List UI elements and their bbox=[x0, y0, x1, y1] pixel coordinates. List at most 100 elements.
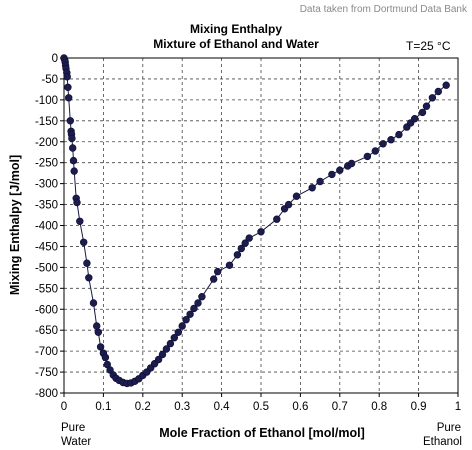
data-point bbox=[418, 108, 427, 117]
data-point bbox=[158, 350, 167, 359]
x-tick-label: 0.6 bbox=[292, 401, 308, 413]
y-tick-label: -750 bbox=[35, 367, 58, 379]
data-point bbox=[237, 244, 246, 253]
data-point bbox=[101, 353, 110, 362]
data-point bbox=[347, 159, 356, 168]
data-point bbox=[85, 274, 93, 282]
y-tick-label: -100 bbox=[35, 95, 58, 107]
y-tick-label: -400 bbox=[35, 221, 58, 233]
data-point bbox=[422, 102, 431, 110]
data-point bbox=[68, 134, 76, 143]
data-point bbox=[83, 259, 91, 267]
data-point bbox=[292, 192, 301, 200]
data-point bbox=[328, 170, 336, 179]
x-tick-label: 0 bbox=[61, 401, 67, 413]
y-tick-label: -650 bbox=[35, 325, 58, 337]
y-tick-label: -550 bbox=[35, 283, 58, 295]
x-tick-label: 0.9 bbox=[411, 401, 427, 413]
data-point bbox=[64, 83, 72, 92]
y-tick-label: -50 bbox=[41, 74, 58, 86]
y-tick-label: 0 bbox=[52, 53, 58, 65]
data-point bbox=[63, 73, 71, 81]
data-point bbox=[387, 136, 395, 144]
y-tick-label: -450 bbox=[35, 241, 58, 253]
y-tick-label: -800 bbox=[35, 388, 58, 400]
y-tick-label: -700 bbox=[35, 346, 58, 358]
data-point bbox=[214, 267, 222, 276]
data-point bbox=[190, 304, 198, 313]
data-point bbox=[73, 198, 81, 207]
x-tick-label: 0.2 bbox=[135, 401, 151, 413]
data-point bbox=[154, 355, 163, 364]
data-point bbox=[273, 215, 281, 223]
chart-title: Mixing Enthalpy bbox=[190, 22, 282, 36]
data-point bbox=[174, 328, 183, 336]
series-line bbox=[63, 57, 447, 384]
data-point bbox=[336, 166, 344, 174]
data-credit: Data taken from Dortmund Data Bank bbox=[300, 4, 468, 15]
tick-labels: 0 0.1 0.2 0.3 0.4 0.5 0.6 0.7 0.8 0.9 1 0 -50 -100 -15… bbox=[35, 53, 461, 413]
data-point bbox=[96, 343, 105, 351]
data-point bbox=[194, 299, 202, 307]
x-tick-label: 0.1 bbox=[95, 401, 111, 413]
pure-water-label-line2: Water bbox=[61, 436, 91, 448]
data-point bbox=[210, 275, 218, 283]
data-point bbox=[178, 322, 186, 330]
data-point bbox=[379, 140, 387, 148]
data-point bbox=[68, 144, 77, 152]
pure-ethanol-label-line1: Pure bbox=[437, 422, 461, 434]
data-point bbox=[245, 234, 253, 242]
y-axis-label: Mixing Enthalpy [J/mol] bbox=[8, 155, 22, 295]
y-tick-label: -150 bbox=[35, 116, 58, 128]
chart-subtitle: Mixture of Ethanol and Water bbox=[153, 37, 319, 51]
data-point bbox=[89, 299, 98, 307]
y-tick-label: -600 bbox=[35, 304, 58, 316]
data-point bbox=[198, 293, 206, 301]
data-series bbox=[60, 54, 450, 388]
data-point bbox=[70, 167, 78, 175]
data-point bbox=[241, 239, 249, 247]
data-point bbox=[66, 117, 75, 125]
y-tick-label: -300 bbox=[35, 179, 58, 191]
pure-ethanol-label-line2: Ethanol bbox=[423, 436, 462, 448]
x-tick-label: 0.7 bbox=[332, 401, 348, 413]
x-tick-label: 0.8 bbox=[371, 401, 387, 413]
data-point bbox=[257, 228, 265, 236]
data-point bbox=[411, 114, 419, 123]
data-point bbox=[92, 322, 101, 330]
data-point bbox=[76, 217, 84, 226]
pure-water-label-line1: Pure bbox=[61, 422, 85, 434]
data-point bbox=[308, 184, 316, 192]
data-point bbox=[395, 130, 403, 139]
data-point bbox=[79, 238, 88, 247]
data-point bbox=[233, 251, 242, 259]
grid bbox=[64, 58, 458, 393]
data-point bbox=[442, 81, 450, 89]
data-point bbox=[69, 156, 78, 165]
data-point bbox=[170, 334, 179, 342]
y-tick-label: -250 bbox=[35, 158, 58, 170]
data-point bbox=[316, 177, 324, 186]
data-point bbox=[225, 261, 234, 269]
data-point bbox=[371, 147, 379, 155]
y-tick-label: -200 bbox=[35, 137, 58, 149]
data-point bbox=[284, 200, 293, 209]
data-point bbox=[182, 316, 190, 324]
y-tick-label: -500 bbox=[35, 262, 58, 274]
x-tick-label: 1 bbox=[455, 401, 461, 413]
data-point bbox=[186, 310, 194, 318]
data-point bbox=[434, 87, 442, 96]
data-point bbox=[428, 94, 437, 102]
data-point bbox=[94, 328, 103, 336]
y-tick-label: -350 bbox=[35, 200, 58, 212]
data-point bbox=[166, 339, 175, 348]
data-point bbox=[162, 345, 171, 353]
data-point bbox=[363, 152, 372, 161]
temperature-annotation: T=25 °C bbox=[406, 39, 451, 53]
x-tick-label: 0.4 bbox=[214, 401, 231, 413]
data-point bbox=[64, 94, 73, 102]
x-axis-label: Mole Fraction of Ethanol [mol/mol] bbox=[159, 426, 365, 440]
x-tick-label: 0.3 bbox=[174, 401, 190, 413]
x-tick-label: 0.5 bbox=[253, 401, 269, 413]
